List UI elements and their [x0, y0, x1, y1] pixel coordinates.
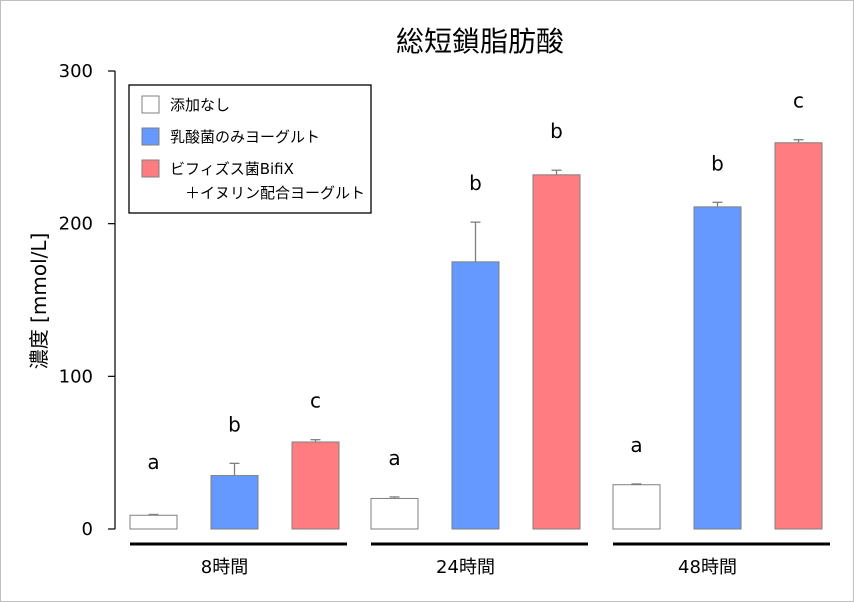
y-axis-title: 濃度 [mmol/L]: [27, 233, 51, 370]
bars-layer: a b c a b b a b c: [129, 89, 823, 530]
legend-box: [128, 84, 372, 214]
significance-letter: b: [550, 119, 563, 143]
significance-letter: a: [147, 450, 159, 474]
category-label: 8時間: [201, 557, 248, 578]
legend-swatch: [141, 95, 160, 114]
bar-1-1: [129, 514, 178, 530]
bar-3-1: [291, 441, 340, 530]
bar-2-1: [210, 475, 259, 530]
category-label: 24時間: [436, 557, 495, 578]
legend-label: ＋イヌリン配合ヨーグルト: [170, 184, 365, 202]
legend-label: ビフィズス菌BifiX: [170, 160, 294, 178]
legend-swatch: [141, 127, 160, 146]
bar-1-2: [370, 497, 419, 530]
legend-label: 添加なし: [170, 96, 230, 114]
significance-letter: a: [388, 446, 400, 470]
significance-letter: a: [630, 433, 642, 457]
y-tick-label: 0: [82, 519, 93, 540]
bar-3-3: [774, 142, 823, 530]
bar-2-3: [693, 206, 742, 530]
legend-swatch: [141, 159, 160, 178]
bar-1-3: [612, 484, 661, 530]
significance-letter: c: [793, 89, 804, 113]
group-underlines: 8時間 24時間 48時間: [130, 542, 830, 578]
axes: 0 100 200 300: [59, 61, 116, 540]
y-tick-label: 300: [59, 61, 93, 82]
significance-letter: b: [228, 412, 241, 436]
bar-2-2: [451, 261, 500, 530]
significance-letter: c: [310, 389, 321, 413]
category-label: 48時間: [678, 557, 737, 578]
y-tick-label: 200: [59, 214, 93, 235]
significance-letter: b: [711, 151, 724, 175]
legend-label: 乳酸菌のみヨーグルト: [170, 128, 320, 146]
significance-letter: b: [469, 171, 482, 195]
y-tick-label: 100: [59, 366, 93, 387]
chart-title: 総短鎖脂肪酸: [396, 25, 564, 58]
bar-3-2: [532, 174, 581, 530]
